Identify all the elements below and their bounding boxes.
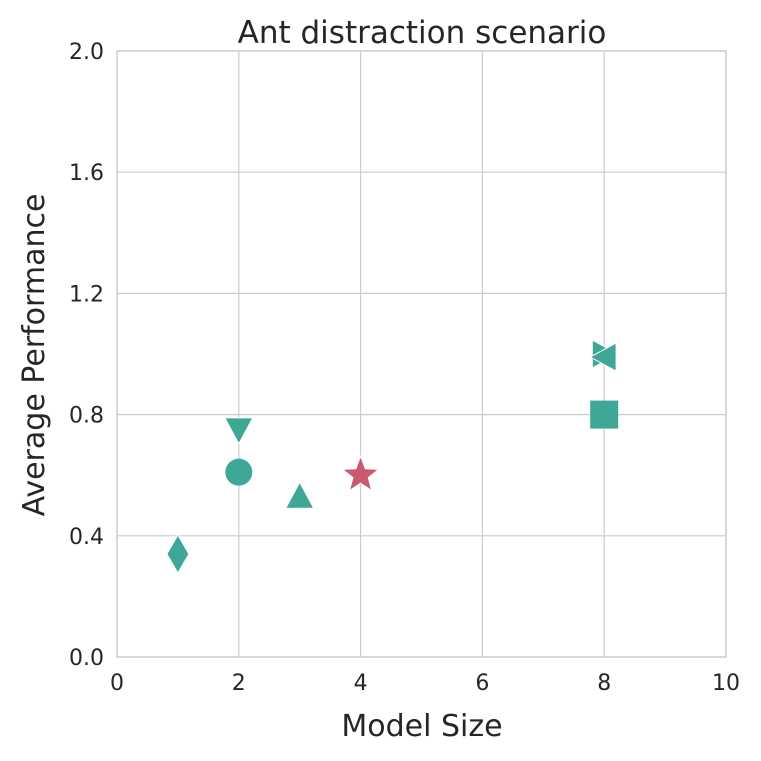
data-point-triangle-up xyxy=(286,482,314,508)
y-tick-label: 1.2 xyxy=(69,282,104,307)
y-tick-label: 0.4 xyxy=(69,525,104,550)
data-point-circle xyxy=(225,459,252,486)
grid-lines xyxy=(117,51,726,657)
x-tick-label: 10 xyxy=(712,671,740,696)
x-tick-label: 6 xyxy=(475,671,489,696)
data-points xyxy=(167,340,618,573)
x-tick-label: 4 xyxy=(354,671,368,696)
y-tick-label: 2.0 xyxy=(69,40,104,65)
data-point-triangle-down xyxy=(225,418,253,444)
x-tick-label: 8 xyxy=(597,671,611,696)
chart-title: Ant distraction scenario xyxy=(238,15,607,51)
x-tick-label: 0 xyxy=(110,671,124,696)
x-tick-label: 2 xyxy=(232,671,246,696)
y-tick-label: 0.0 xyxy=(69,646,104,671)
plot-frame xyxy=(117,51,726,657)
tick-labels: 0 2 4 6 8 10 0.0 0.4 0.8 1.2 1.6 2.0 xyxy=(69,40,740,696)
data-point-square xyxy=(590,401,618,429)
scatter-chart: 0 2 4 6 8 10 0.0 0.4 0.8 1.2 1.6 2.0 Ant distractio… xyxy=(0,0,761,761)
y-axis-label: Average Performance xyxy=(17,194,52,517)
x-axis-label: Model Size xyxy=(341,709,502,744)
y-tick-label: 0.8 xyxy=(69,404,104,429)
y-tick-label: 1.6 xyxy=(69,161,104,186)
data-point-diamond xyxy=(167,535,189,573)
